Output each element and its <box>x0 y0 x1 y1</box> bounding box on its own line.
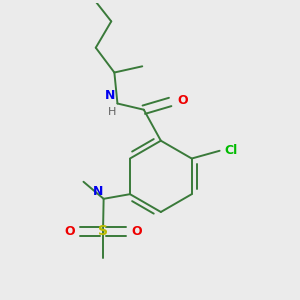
Text: S: S <box>98 224 108 239</box>
Text: Cl: Cl <box>224 144 238 157</box>
Text: O: O <box>131 225 142 238</box>
Text: O: O <box>177 94 188 107</box>
Text: H: H <box>107 107 116 117</box>
Text: N: N <box>105 88 115 102</box>
Text: N: N <box>93 184 103 198</box>
Text: O: O <box>64 225 75 238</box>
